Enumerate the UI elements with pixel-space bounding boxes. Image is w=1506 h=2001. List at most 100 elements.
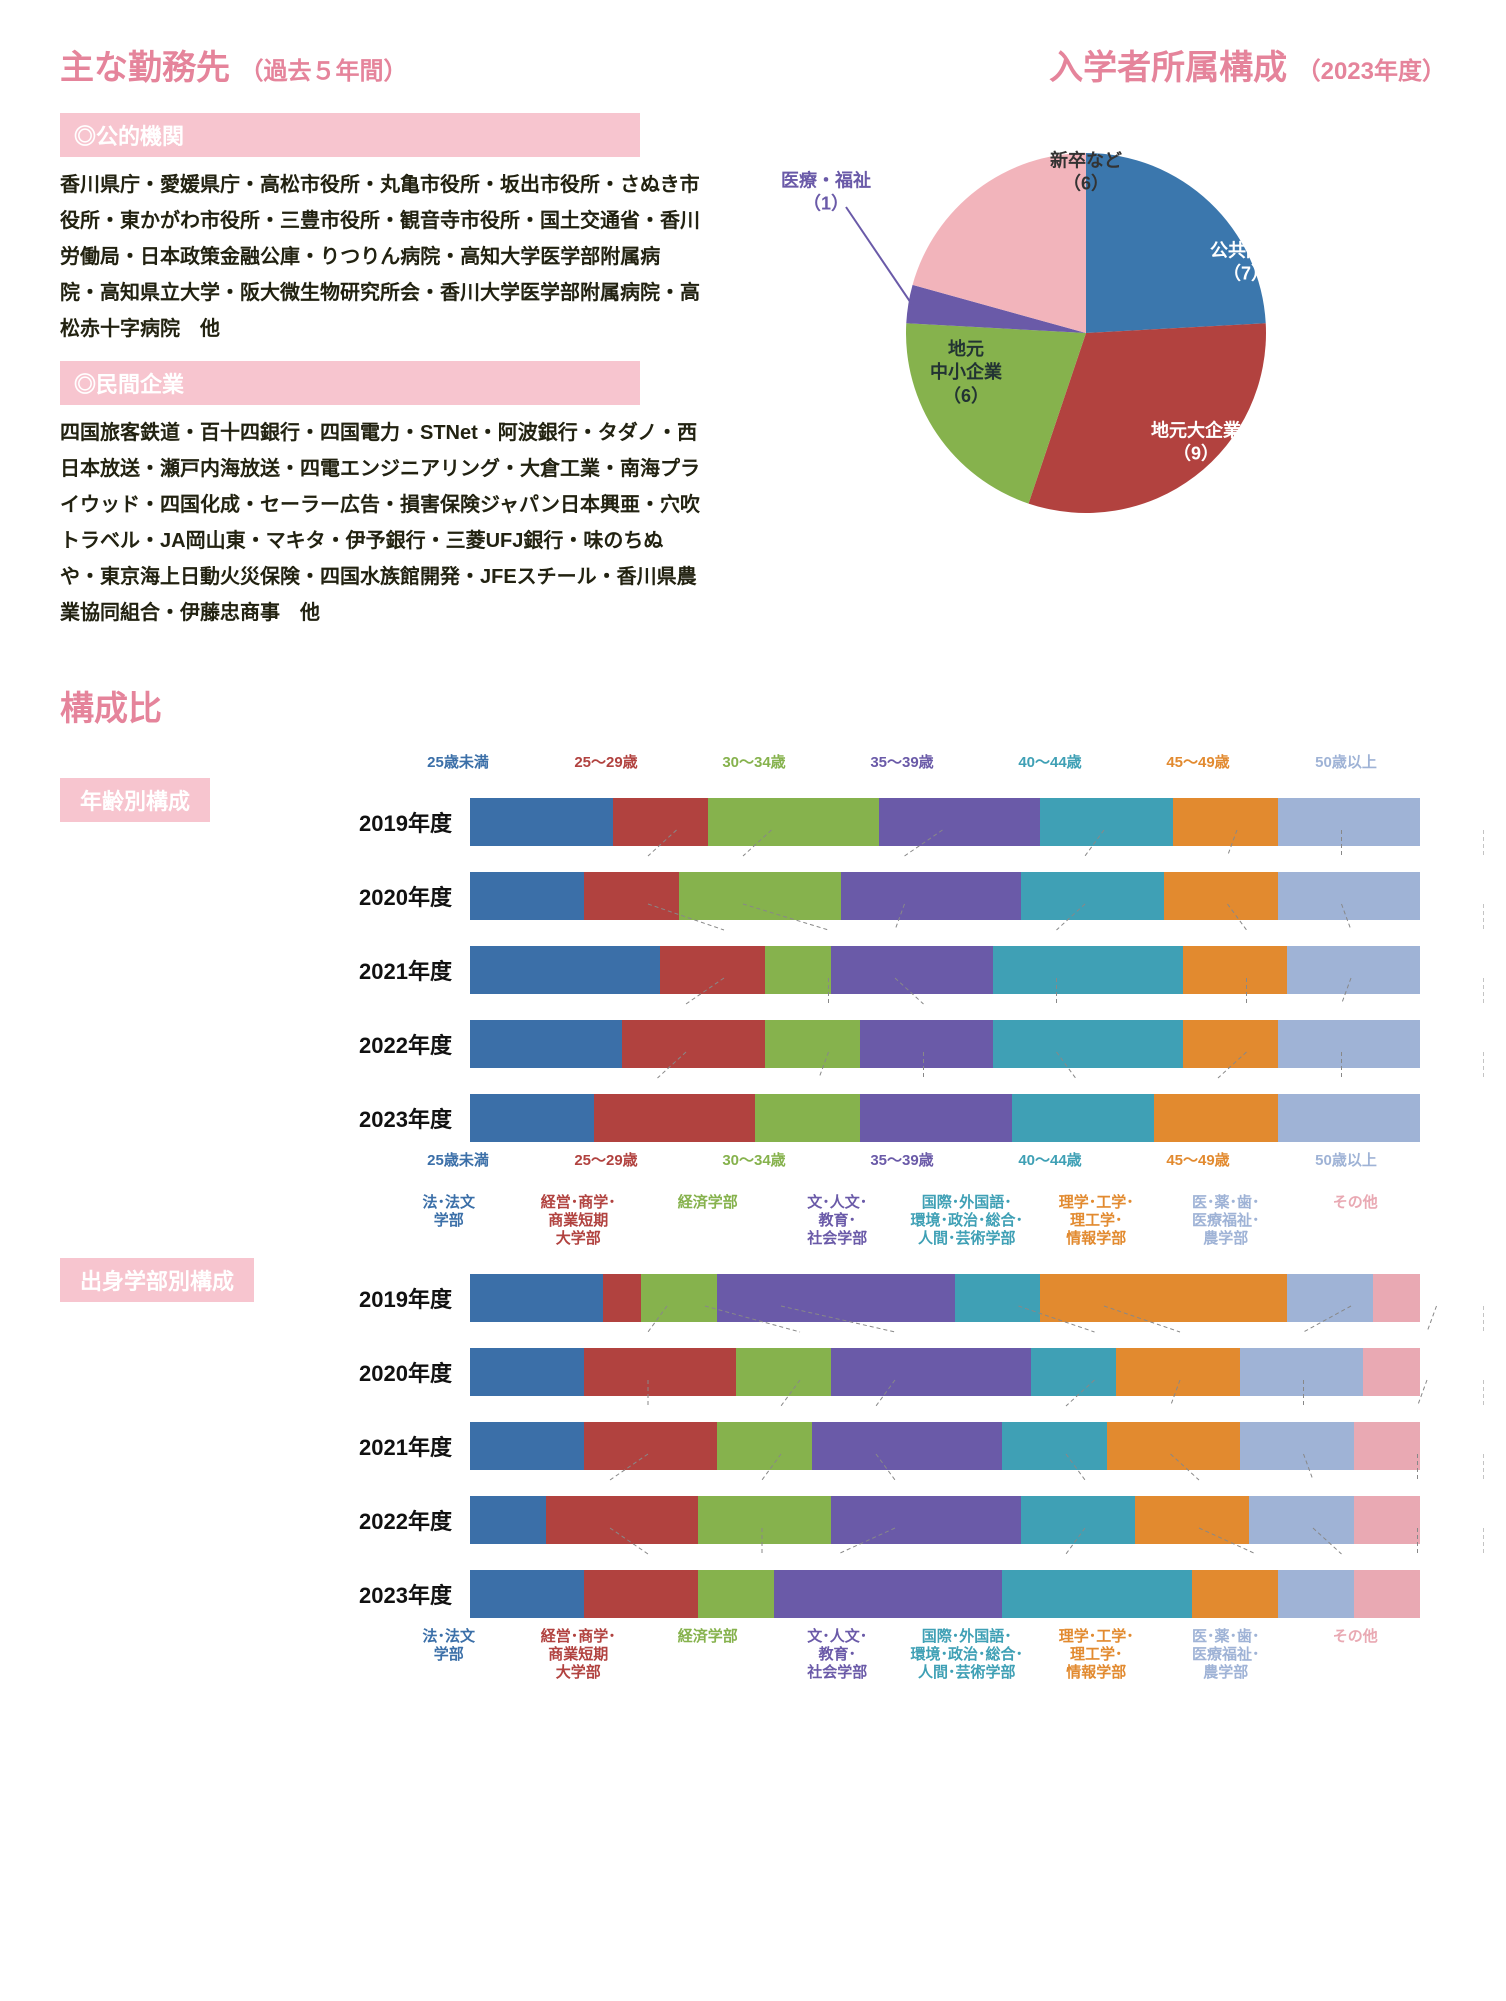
bar-seg bbox=[755, 1094, 860, 1142]
bar-seg bbox=[470, 1094, 594, 1142]
legend-row-bottom: 法･法文 学部経営･商学･ 商業短期 大学部経済学部文･人文･ 教育･ 社会学部… bbox=[384, 1628, 1420, 1682]
bar-row: 2019年度 bbox=[320, 798, 1420, 846]
bar-seg bbox=[1164, 872, 1278, 920]
bar-seg bbox=[717, 1274, 955, 1322]
bar-seg bbox=[660, 946, 765, 994]
bar-seg bbox=[470, 872, 584, 920]
bar-seg bbox=[1278, 1094, 1421, 1142]
bar-seg bbox=[1021, 1496, 1135, 1544]
bar-seg bbox=[1002, 1570, 1192, 1618]
legend-row-top: 25歳未満25〜29歳30〜34歳35〜39歳40〜44歳45〜49歳50歳以上 bbox=[384, 754, 1420, 772]
bar-seg bbox=[860, 1020, 993, 1068]
bar-seg bbox=[470, 946, 660, 994]
bar-stack bbox=[470, 1020, 1420, 1068]
bar-seg bbox=[1278, 872, 1421, 920]
bar-seg bbox=[613, 798, 708, 846]
bar-seg bbox=[1031, 1348, 1117, 1396]
legend-item: 25歳未満 bbox=[384, 754, 532, 772]
bar-seg bbox=[641, 1274, 717, 1322]
bar-seg bbox=[698, 1496, 831, 1544]
legend-item: 経済学部 bbox=[643, 1194, 773, 1248]
bar-stack bbox=[470, 1274, 1420, 1322]
chart-age: 年齢別構成25歳未満25〜29歳30〜34歳35〜39歳40〜44歳45〜49歳… bbox=[60, 754, 1446, 1170]
bar-seg bbox=[622, 1020, 765, 1068]
bar-row: 2023年度 bbox=[320, 1094, 1420, 1142]
pie-label-0: 公共団体（7） bbox=[1210, 240, 1282, 287]
legend-item: 医･薬･歯･ 医療福祉･ 農学部 bbox=[1161, 1194, 1291, 1248]
bar-year-label: 2020年度 bbox=[320, 1356, 470, 1388]
legend-item: 35〜39歳 bbox=[828, 754, 976, 772]
legend-item: 50歳以上 bbox=[1272, 1152, 1420, 1170]
bar-year-label: 2021年度 bbox=[320, 1430, 470, 1462]
bar-stack bbox=[470, 872, 1420, 920]
bar-row: 2022年度 bbox=[320, 1020, 1420, 1068]
bar-seg bbox=[736, 1348, 831, 1396]
bar-seg bbox=[1240, 1422, 1354, 1470]
pie-title-main: 入学者所属構成 bbox=[1049, 49, 1287, 87]
bar-year-label: 2019年度 bbox=[320, 1282, 470, 1314]
chart-banner-faculty: 出身学部別構成 bbox=[60, 1258, 254, 1302]
bar-stack bbox=[470, 1570, 1420, 1618]
legend-item: 45〜49歳 bbox=[1124, 754, 1272, 772]
legend-item: 25歳未満 bbox=[384, 1152, 532, 1170]
bar-seg bbox=[1192, 1570, 1278, 1618]
bar-seg bbox=[1002, 1422, 1107, 1470]
legend-item: 35〜39歳 bbox=[828, 1152, 976, 1170]
bar-seg bbox=[470, 1348, 584, 1396]
bar-year-label: 2023年度 bbox=[320, 1102, 470, 1134]
pie-label-3: 医療・福祉（1） bbox=[781, 170, 871, 217]
bar-seg bbox=[1287, 946, 1420, 994]
bar-year-label: 2022年度 bbox=[320, 1504, 470, 1536]
bar-seg bbox=[470, 1020, 622, 1068]
bar-seg bbox=[594, 1094, 756, 1142]
bar-row: 2020年度 bbox=[320, 872, 1420, 920]
bar-stack bbox=[470, 1094, 1420, 1142]
chart-connectors bbox=[534, 1194, 1484, 1628]
bar-seg bbox=[831, 1496, 1021, 1544]
bar-seg bbox=[584, 1422, 717, 1470]
bar-seg bbox=[1021, 872, 1164, 920]
bar-year-label: 2021年度 bbox=[320, 954, 470, 986]
bar-seg bbox=[603, 1274, 641, 1322]
legend-item: 30〜34歳 bbox=[680, 1152, 828, 1170]
legend-item: 国際･外国語･ 環境･政治･総合･ 人間･芸術学部 bbox=[902, 1628, 1032, 1682]
bar-year-label: 2023年度 bbox=[320, 1578, 470, 1610]
bar-stack bbox=[470, 1348, 1420, 1396]
bar-seg bbox=[1278, 1020, 1421, 1068]
bar-seg bbox=[584, 1570, 698, 1618]
bar-seg bbox=[1373, 1274, 1421, 1322]
bar-seg bbox=[1240, 1348, 1364, 1396]
bar-seg bbox=[812, 1422, 1002, 1470]
bar-seg bbox=[841, 872, 1022, 920]
legend-item: 25〜29歳 bbox=[532, 1152, 680, 1170]
bar-seg bbox=[993, 1020, 1183, 1068]
bar-seg bbox=[717, 1422, 812, 1470]
bar-seg bbox=[1354, 1422, 1421, 1470]
legend-item: 法･法文 学部 bbox=[384, 1194, 514, 1248]
bar-seg bbox=[470, 798, 613, 846]
legend-row-bottom: 25歳未満25〜29歳30〜34歳35〜39歳40〜44歳45〜49歳50歳以上 bbox=[384, 1152, 1420, 1170]
legend-item: その他 bbox=[1291, 1194, 1421, 1248]
bar-seg bbox=[860, 1094, 1012, 1142]
private-co-text: 四国旅客鉄道・百十四銀行・四国電力・STNet・阿波銀行・タダノ・西日本放送・瀬… bbox=[60, 415, 700, 631]
pie-label-1: 地元大企業（9） bbox=[1151, 420, 1241, 467]
pie-title-sub: （2023年度） bbox=[1297, 58, 1446, 85]
pie-label-4: 新卒など（6） bbox=[1050, 150, 1122, 197]
bar-row: 2021年度 bbox=[320, 946, 1420, 994]
bar-row: 2022年度 bbox=[320, 1496, 1420, 1544]
legend-item: 法･法文 学部 bbox=[384, 1628, 514, 1682]
bar-seg bbox=[1012, 1094, 1155, 1142]
legend-row-top: 法･法文 学部経営･商学･ 商業短期 大学部経済学部文･人文･ 教育･ 社会学部… bbox=[384, 1194, 1420, 1248]
legend-item: 40〜44歳 bbox=[976, 1152, 1124, 1170]
bar-seg bbox=[584, 1348, 736, 1396]
chart-faculty: 出身学部別構成法･法文 学部経営･商学･ 商業短期 大学部経済学部文･人文･ 教… bbox=[60, 1194, 1446, 1682]
legend-item: 40〜44歳 bbox=[976, 754, 1124, 772]
legend-item: 経営･商学･ 商業短期 大学部 bbox=[514, 1628, 644, 1682]
bar-stack bbox=[470, 946, 1420, 994]
bar-seg bbox=[1183, 946, 1288, 994]
legend-item: 文･人文･ 教育･ 社会学部 bbox=[773, 1628, 903, 1682]
legend-item: 理学･工学･ 理工学･ 情報学部 bbox=[1032, 1628, 1162, 1682]
public-org-banner: ◎公的機関 bbox=[60, 113, 640, 157]
bar-seg bbox=[831, 946, 993, 994]
bar-seg bbox=[1040, 1274, 1287, 1322]
